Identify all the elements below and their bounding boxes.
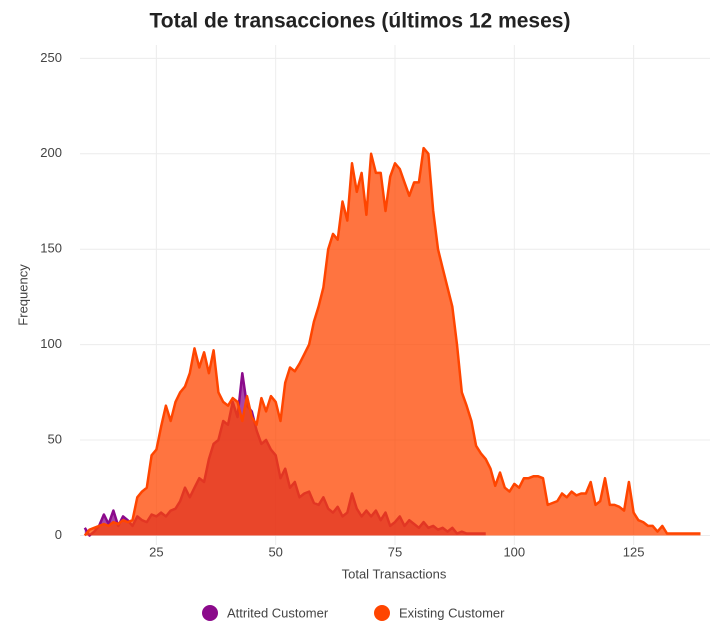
y-tick-label: 0 bbox=[55, 527, 62, 542]
area-fill bbox=[84, 148, 701, 536]
y-tick-label: 100 bbox=[40, 336, 62, 351]
area-line bbox=[83, 146, 701, 537]
y-tick-label: 200 bbox=[40, 145, 62, 160]
y-tick-label: 150 bbox=[40, 241, 62, 256]
legend-label: Existing Customer bbox=[399, 605, 505, 620]
y-tick-label: 250 bbox=[40, 50, 62, 65]
y-tick-label: 50 bbox=[48, 431, 62, 446]
legend-label: Attrited Customer bbox=[227, 605, 329, 620]
y-axis-label: Frequency bbox=[15, 264, 30, 326]
x-tick-label: 100 bbox=[503, 544, 525, 559]
chart-title: Total de transacciones (últimos 12 meses… bbox=[150, 10, 571, 33]
legend-marker bbox=[374, 605, 390, 621]
x-tick-label: 75 bbox=[388, 544, 402, 559]
x-axis-label: Total Transactions bbox=[342, 566, 447, 581]
legend-marker bbox=[202, 605, 218, 621]
x-tick-label: 50 bbox=[268, 544, 282, 559]
x-tick-label: 125 bbox=[623, 544, 645, 559]
x-tick-label: 25 bbox=[149, 544, 163, 559]
